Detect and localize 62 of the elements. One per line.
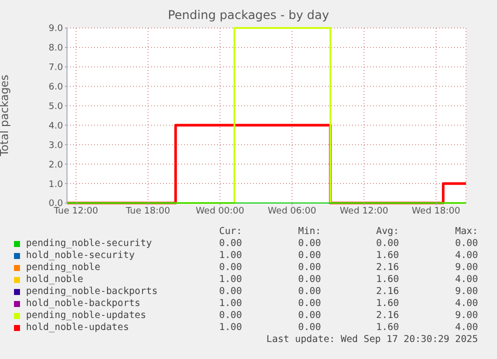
text: Last update: Wed Sep 17 20:30:29 2025: [266, 334, 478, 345]
y-tick-label: 4.0: [48, 121, 64, 132]
x-tick-label: Tue 12:00: [52, 206, 98, 216]
y-tick-label: 7.0: [48, 63, 64, 74]
legend-label: hold_noble-backports: [26, 298, 140, 309]
legend-label: hold_noble: [26, 274, 84, 285]
y-tick-label: 8.0: [48, 44, 64, 54]
text: 0.00: [298, 262, 321, 273]
text: 4.00: [455, 298, 478, 309]
x-tick-label: Wed 00:00: [196, 206, 244, 216]
text: 1.60: [376, 274, 399, 285]
text: 1.60: [376, 250, 399, 261]
text: 0.00: [376, 238, 399, 249]
text: 4.00: [455, 250, 478, 261]
text: 4.00: [455, 322, 478, 333]
y-tick-label: 1.0: [48, 180, 64, 190]
legend-label: hold_noble-security: [26, 250, 135, 261]
text: Min:: [298, 226, 321, 237]
x-tick-label: Wed 18:00: [412, 206, 460, 216]
x-tick-label: Wed 06:00: [268, 206, 316, 216]
text: Cur:: [219, 226, 242, 237]
text: 0.00: [219, 310, 242, 321]
y-axis-title: Total packages: [0, 74, 11, 158]
text: 1.60: [376, 322, 399, 333]
text: 1.00: [219, 250, 242, 261]
chart-title: Pending packages - by day: [166, 8, 330, 22]
text: 0.00: [298, 286, 321, 297]
text: 0.00: [298, 250, 321, 261]
text: Max:: [455, 226, 478, 237]
text: 4.00: [455, 274, 478, 285]
text: 1.00: [219, 298, 242, 309]
text: 0.00: [298, 322, 321, 333]
y-tick-label: 3.0: [48, 140, 64, 151]
text: 2.16: [376, 286, 399, 297]
text: 2.16: [376, 310, 399, 321]
x-tick-label: Tue 18:00: [124, 206, 170, 216]
legend-label: pending_noble: [26, 262, 100, 273]
text: 1.60: [376, 298, 399, 309]
text: 9.00: [455, 286, 478, 297]
text: 9.00: [455, 310, 478, 321]
text: 1.00: [219, 274, 242, 285]
text: 0.00: [219, 238, 242, 249]
text: 0.00: [298, 274, 321, 285]
legend-label: pending_noble-security: [26, 238, 152, 249]
text: 0.00: [219, 286, 242, 297]
text: 2.16: [376, 262, 399, 273]
text: 1.00: [219, 322, 242, 333]
y-tick-label: 9.0: [48, 24, 64, 34]
y-tick-label: 2.0: [48, 160, 64, 170]
y-tick-label: 6.0: [48, 82, 64, 93]
text: 9.00: [455, 262, 478, 273]
legend-label: pending_noble-updates: [26, 310, 146, 321]
text: 0.00: [219, 262, 242, 273]
text: Avg:: [376, 226, 399, 237]
text: 0.00: [298, 310, 321, 321]
text: 0.00: [298, 238, 321, 249]
legend-label: pending_noble-backports: [26, 286, 158, 297]
legend-label: hold_noble-updates: [26, 322, 129, 333]
text: 0.00: [298, 298, 321, 309]
y-tick-label: 5.0: [48, 102, 64, 112]
text: 0.00: [455, 238, 478, 249]
x-tick-label: Wed 12:00: [340, 206, 388, 216]
